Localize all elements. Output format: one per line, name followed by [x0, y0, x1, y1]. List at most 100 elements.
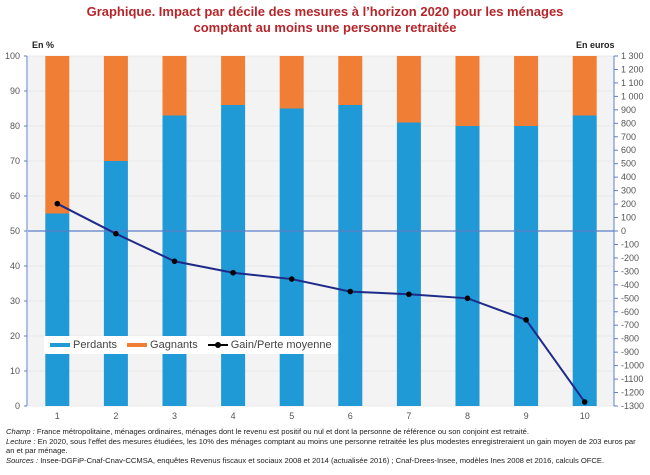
right-axis-unit: En euros: [576, 40, 615, 50]
note-lecture: Lecture : En 2020, sous l’effet des mesu…: [6, 437, 646, 456]
bar-perdants-2: [103, 161, 128, 406]
bar-gagnants-2: [103, 56, 128, 161]
bar-gagnants-1: [45, 56, 70, 214]
bar-perdants-8: [455, 126, 480, 406]
x-tick-label: 1: [55, 411, 60, 421]
left-tick-label: 20: [10, 331, 20, 341]
right-tick-label: -1100: [621, 374, 643, 384]
bar-gagnants-5: [279, 56, 304, 109]
right-tick-label: -200: [621, 253, 639, 263]
gain-perte-point-10: [581, 399, 588, 405]
x-tick-label: 9: [524, 411, 529, 421]
right-tick-label: 100: [621, 213, 636, 223]
bar-perdants-6: [338, 105, 363, 406]
note-sources: Sources : Insee-DGFiP-Cnaf-Cnav-CCMSA, e…: [6, 456, 646, 466]
right-tick-label: -100: [621, 239, 639, 249]
gagnants-swatch: [127, 343, 148, 347]
note-sources-text: Insee-DGFiP-Cnaf-Cnav-CCMSA, enquêtes Re…: [38, 455, 605, 465]
right-tick-label: -500: [621, 293, 639, 303]
gain-perte-point-9: [523, 317, 529, 323]
right-tick-label: 700: [621, 132, 636, 142]
bar-perdants-9: [514, 126, 539, 406]
right-tick-label: -400: [621, 280, 639, 290]
bars: [45, 56, 597, 406]
x-tick-label: 10: [580, 411, 590, 421]
right-axis-ticks: 1 300 1 200 1 100 1 000 900 800 700 600 500 400 30…: [614, 51, 644, 411]
gain-perte-point-6: [347, 288, 354, 295]
note-champ-text: France métropolitaine, ménages ordinaire…: [34, 427, 530, 436]
line-marker-swatch: [207, 342, 228, 348]
left-tick-label: 0: [15, 401, 20, 411]
right-tick-label: 400: [621, 172, 636, 182]
bar-perdants-5: [279, 108, 304, 406]
right-tick-label: -800: [621, 334, 639, 344]
gain-perte-point-8: [464, 295, 471, 302]
bar-perdants-7: [396, 122, 421, 406]
gain-perte-point-2: [113, 230, 119, 237]
x-tick-label: 2: [113, 411, 118, 421]
gain-perte-point-7: [406, 291, 412, 298]
legend-item-gagnants: Gagnants: [127, 339, 198, 351]
gain-perte-point-5: [288, 276, 295, 282]
note-lecture-text: En 2020, sous l’effet des mesures étudié…: [6, 436, 636, 456]
bar-perdants-1: [45, 213, 70, 406]
bar-gagnants-6: [338, 56, 363, 105]
right-tick-label: 500: [621, 159, 636, 169]
left-tick-label: 80: [10, 121, 20, 131]
left-tick-label: 30: [10, 296, 20, 306]
x-axis-ticks: 1 2 3 4 5 6 7 8 9 10: [55, 411, 590, 421]
bar-gagnants-10: [572, 56, 597, 116]
gain-perte-point-3: [171, 258, 178, 265]
right-tick-label: -900: [621, 347, 639, 357]
left-tick-label: 90: [10, 86, 20, 96]
x-tick-label: 5: [289, 411, 294, 421]
right-tick-label: -300: [621, 266, 639, 276]
note-champ-label: Champ :: [6, 427, 35, 436]
right-tick-label: -700: [621, 320, 639, 330]
legend-item-gain-perte: Gain/Perte moyenne: [207, 339, 332, 351]
perdants-swatch: [50, 343, 70, 347]
note-sources-label: Sources :: [6, 455, 39, 465]
chart-notes: Champ : France métropolitaine, ménages o…: [6, 427, 646, 465]
right-tick-label: -1000: [621, 361, 644, 371]
x-tick-label: 6: [348, 411, 353, 421]
note-lecture-label: Lecture :: [6, 436, 36, 446]
right-tick-label: 1 200: [621, 64, 644, 74]
gain-perte-point-4: [230, 269, 236, 276]
bar-gagnants-4: [221, 56, 246, 105]
bar-gagnants-8: [455, 56, 480, 126]
note-champ: Champ : France métropolitaine, ménages o…: [6, 427, 646, 437]
right-tick-label: 200: [621, 199, 636, 209]
legend: Perdants Gagnants Gain/Perte moyenne: [44, 336, 338, 354]
chart-title-line-1: Graphique. Impact par décile des mesures…: [86, 4, 564, 19]
legend-label-gain-perte: Gain/Perte moyenne: [230, 339, 332, 351]
right-tick-label: 1 300: [621, 51, 644, 61]
x-tick-label: 8: [465, 411, 470, 421]
left-tick-label: 10: [10, 366, 20, 376]
legend-label-perdants: Perdants: [73, 339, 118, 351]
gain-perte-line: [56, 202, 586, 403]
chart-title: Graphique. Impact par décile des mesures…: [0, 4, 650, 36]
right-tick-label: -600: [621, 307, 639, 317]
right-tick-label: 1 000: [621, 91, 644, 101]
x-tick-label: 4: [231, 411, 236, 421]
left-tick-label: 100: [5, 51, 20, 61]
right-tick-label: -1200: [621, 388, 644, 398]
right-tick-label: 300: [621, 186, 636, 196]
right-tick-label: 0: [621, 226, 626, 236]
bar-gagnants-7: [396, 56, 421, 123]
bar-perdants-10: [572, 115, 597, 406]
legend-label-gagnants: Gagnants: [150, 339, 198, 351]
line-series: [54, 200, 588, 405]
left-tick-label: 60: [10, 191, 20, 201]
bar-perdants-4: [221, 105, 246, 406]
x-tick-label: 3: [172, 411, 177, 421]
left-tick-label: 40: [10, 261, 20, 271]
left-axis-ticks: 0 10 20 30 40 50 60 70 80 90 100: [5, 51, 27, 411]
right-tick-label: -1300: [621, 401, 644, 411]
right-tick-label: 1 100: [621, 78, 644, 88]
left-axis-unit: En %: [32, 40, 55, 50]
bar-gagnants-3: [162, 56, 187, 116]
legend-item-perdants: Perdants: [50, 339, 117, 351]
